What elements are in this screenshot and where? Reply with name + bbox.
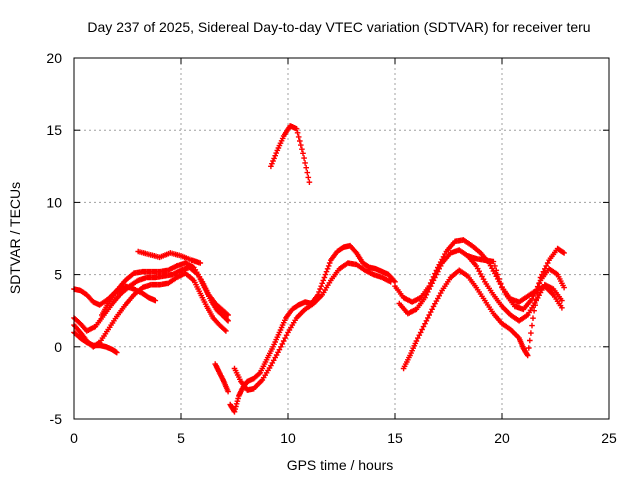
- series-track-5: [99, 283, 159, 318]
- x-tick-label: 10: [280, 430, 296, 446]
- point-markers: [465, 253, 565, 311]
- series-track-9: [231, 260, 394, 393]
- y-tick-label: 15: [46, 122, 62, 138]
- gridlines: [74, 58, 609, 419]
- x-tick-label: 20: [494, 430, 510, 446]
- x-tick-label: 0: [70, 430, 78, 446]
- chart-title: Day 237 of 2025, Sidereal Day-to-day VTE…: [87, 19, 590, 35]
- series-track-7: [212, 361, 231, 395]
- plot-frame: [73, 57, 610, 420]
- series-track-10: [268, 123, 313, 185]
- x-tick-label: 15: [387, 430, 403, 446]
- x-axis-label: GPS time / hours: [287, 457, 394, 473]
- data-points: [71, 123, 567, 415]
- point-markers: [135, 248, 204, 266]
- y-tick-label: -5: [50, 411, 63, 427]
- y-axis-label: SDTVAR / TECUs: [7, 182, 23, 294]
- point-markers: [400, 245, 567, 372]
- y-tick-label: 10: [46, 194, 62, 210]
- tick-labels: 0 5 10 15 20 25 -5 0 5 10 15 20: [46, 50, 617, 446]
- point-markers: [99, 283, 159, 318]
- point-markers: [231, 260, 394, 393]
- y-tick-label: 0: [54, 339, 62, 355]
- x-tick-label: 25: [601, 430, 617, 446]
- point-markers: [212, 361, 231, 395]
- x-tick-label: 5: [177, 430, 185, 446]
- y-tick-label: 20: [46, 50, 62, 66]
- series-track-14: [465, 253, 565, 311]
- point-markers: [268, 123, 313, 185]
- y-tick-label: 5: [54, 267, 62, 283]
- series-track-13: [400, 245, 567, 372]
- series-track-6: [135, 248, 204, 266]
